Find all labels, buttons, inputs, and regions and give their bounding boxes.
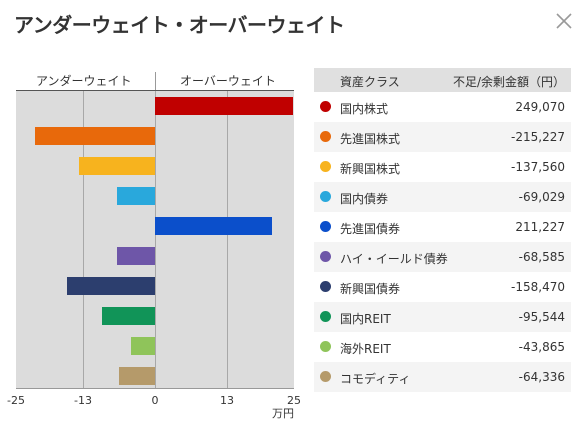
legend-color-dot	[320, 131, 331, 142]
allocation-table: 資産クラス 不足/余剰金額（円） 国内株式 249,070 先進国株式 -215,22…	[314, 68, 571, 392]
x-axis-line	[16, 388, 294, 389]
overweight-header: オーバーウェイト	[180, 74, 276, 88]
asset-class-name: 国内REIT	[340, 312, 391, 326]
table-row: 先進国株式 -215,227	[314, 122, 571, 152]
bar-4	[117, 187, 155, 205]
dialog-title: アンダーウェイト・オーバーウェイト	[14, 13, 345, 37]
amount-value: -137,560	[511, 160, 565, 174]
bar-7	[67, 277, 155, 295]
x-tick-label: -25	[7, 394, 25, 407]
bar-6	[117, 247, 155, 265]
table-row: 先進国債券 211,227	[314, 212, 571, 242]
table-row: ハイ・イールド債券 -68,585	[314, 242, 571, 272]
zero-line	[155, 91, 156, 388]
x-tick-label: -13	[74, 394, 92, 407]
x-tick-label: 13	[220, 394, 234, 407]
legend-color-dot	[320, 101, 331, 112]
legend-color-dot	[320, 251, 331, 262]
legend-color-dot	[320, 341, 331, 352]
amount-header: 不足/余剰金額（円）	[452, 75, 565, 89]
amount-value: 211,227	[515, 220, 565, 234]
gridline	[83, 91, 84, 388]
asset-class-name: 海外REIT	[340, 342, 391, 356]
legend-color-dot	[320, 191, 331, 202]
amount-value: -43,865	[518, 340, 565, 354]
bar-10	[119, 367, 155, 385]
asset-class-name: コモディティ	[340, 372, 411, 386]
bar-9	[131, 337, 155, 355]
table-row: 新興国株式 -137,560	[314, 152, 571, 182]
table-row: 国内REIT -95,544	[314, 302, 571, 332]
underweight-header: アンダーウェイト	[36, 74, 132, 88]
legend-color-dot	[320, 221, 331, 232]
amount-value: -158,470	[511, 280, 565, 294]
table-row: 国内債券 -69,029	[314, 182, 571, 212]
legend-color-dot	[320, 371, 331, 382]
close-icon[interactable]	[553, 10, 575, 32]
table-header: 資産クラス 不足/余剰金額（円）	[314, 68, 571, 92]
weight-chart: アンダーウェイト オーバーウェイト -25 -13 0 13 25 万円	[0, 64, 310, 425]
asset-class-name: 国内債券	[340, 192, 389, 206]
bar-3	[79, 157, 155, 175]
legend-color-dot	[320, 281, 331, 292]
gridline	[227, 91, 228, 388]
x-tick-label: 25	[287, 394, 301, 407]
amount-value: -215,227	[511, 130, 565, 144]
asset-class-name: 先進国債券	[340, 222, 401, 236]
amount-value: -64,336	[518, 370, 565, 384]
amount-value: -68,585	[518, 250, 565, 264]
table-row: コモディティ -64,336	[314, 362, 571, 392]
table-body: 国内株式 249,070 先進国株式 -215,227 新興国株式 -137,560 国内債…	[314, 92, 571, 392]
asset-class-name: 国内株式	[340, 102, 389, 116]
header-underline	[16, 90, 294, 91]
legend-color-dot	[320, 161, 331, 172]
asset-class-header: 資産クラス	[340, 75, 400, 89]
bar-8	[102, 307, 155, 325]
amount-value: 249,070	[515, 100, 565, 114]
amount-value: -95,544	[518, 310, 565, 324]
asset-class-name: 新興国株式	[340, 162, 401, 176]
x-tick-label: 0	[151, 394, 159, 407]
table-row: 海外REIT -43,865	[314, 332, 571, 362]
table-row: 新興国債券 -158,470	[314, 272, 571, 302]
bar-5	[155, 217, 272, 235]
legend-color-dot	[320, 311, 331, 322]
amount-value: -69,029	[518, 190, 565, 204]
table-row: 国内株式 249,070	[314, 92, 571, 122]
asset-class-name: 先進国株式	[340, 132, 401, 146]
asset-class-name: 新興国債券	[340, 282, 401, 296]
header-divider	[155, 72, 156, 90]
asset-class-name: ハイ・イールド債券	[340, 252, 448, 266]
unit-label: 万円	[272, 407, 294, 420]
bar-2	[35, 127, 155, 145]
bar-1	[155, 97, 293, 115]
